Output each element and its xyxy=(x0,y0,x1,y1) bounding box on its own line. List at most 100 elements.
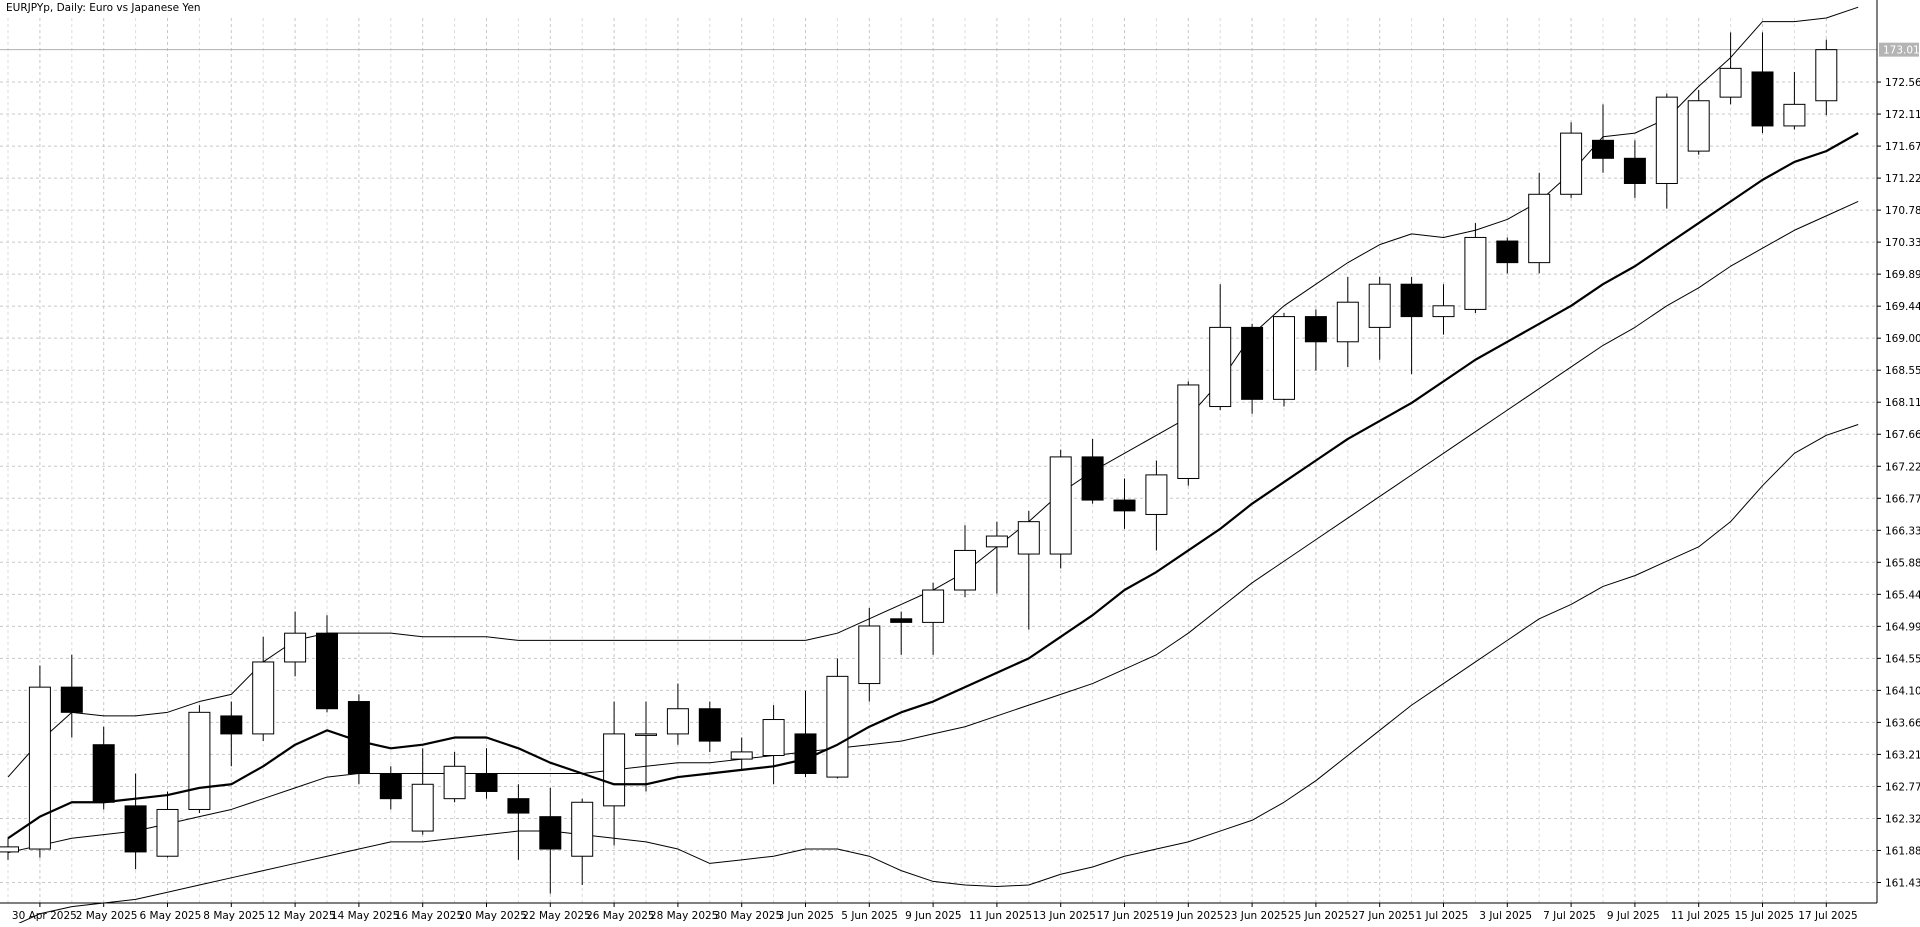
candle-body xyxy=(507,798,530,814)
candle-body xyxy=(1783,103,1806,127)
candle-body xyxy=(1304,316,1327,343)
candle-bearish xyxy=(220,701,243,767)
candle-body xyxy=(220,715,243,735)
candle-bullish xyxy=(826,658,849,779)
candle-bearish xyxy=(1400,277,1423,375)
y-tick-label: 165.885 xyxy=(1885,557,1920,569)
candle-bullish xyxy=(252,636,275,742)
candle-bullish xyxy=(1687,89,1710,155)
x-tick-label: 27 Jun 2025 xyxy=(1352,910,1415,922)
x-tick-label: 17 Jun 2025 xyxy=(1097,910,1160,922)
y-tick-label: 169.445 xyxy=(1885,301,1920,313)
y-tick-label: 169.890 xyxy=(1885,269,1920,281)
candle-body xyxy=(1368,283,1391,328)
candle-bullish xyxy=(411,748,434,835)
candle-bearish xyxy=(1241,323,1264,414)
x-tick-label: 6 May 2025 xyxy=(140,910,202,922)
candle-bullish xyxy=(1815,39,1838,116)
y-tick-label: 162.325 xyxy=(1885,813,1920,825)
y-tick-label: 163.215 xyxy=(1885,749,1920,761)
candle-bullish xyxy=(858,608,881,702)
candle-bullish xyxy=(985,521,1008,594)
candle-bullish xyxy=(1368,277,1391,360)
candle-body xyxy=(603,733,626,807)
y-tick-label: 166.775 xyxy=(1885,493,1920,505)
candle-body xyxy=(1049,456,1072,555)
candle-body xyxy=(1528,193,1551,264)
x-tick-label: 16 May 2025 xyxy=(395,910,463,922)
candle-body xyxy=(1623,157,1646,184)
candle-body xyxy=(666,708,689,735)
x-tick-label: 2 May 2025 xyxy=(76,910,138,922)
candle-body xyxy=(762,719,785,757)
candle-body xyxy=(156,808,179,857)
candle-body xyxy=(1081,456,1104,501)
y-tick-label: 161.435 xyxy=(1885,877,1920,889)
x-tick-label: 25 Jun 2025 xyxy=(1288,910,1351,922)
x-tick-label: 26 May 2025 xyxy=(586,910,654,922)
x-tick-label: 20 May 2025 xyxy=(459,910,527,922)
candle-bullish xyxy=(954,525,976,598)
candle-bearish xyxy=(316,615,338,713)
x-tick-label: 5 Jun 2025 xyxy=(841,910,897,922)
candle-bullish xyxy=(1655,93,1678,209)
candle-bearish xyxy=(794,690,817,778)
ma-slow-line xyxy=(7,201,1859,854)
candle-bearish xyxy=(1623,140,1646,198)
candle-bearish xyxy=(347,694,370,785)
candle-bullish xyxy=(1145,460,1168,551)
candle-bearish xyxy=(124,773,147,870)
candle-bullish xyxy=(603,701,626,846)
candle-bearish xyxy=(379,766,402,810)
candle-body xyxy=(539,816,562,850)
candle-body xyxy=(124,805,147,853)
y-tick-label: 169.000 xyxy=(1885,333,1920,345)
candle-body xyxy=(1400,283,1423,318)
x-tick-label: 30 May 2025 xyxy=(714,910,782,922)
candle-body xyxy=(794,733,817,774)
candle-bearish xyxy=(507,784,530,860)
y-tick-label: 163.660 xyxy=(1885,717,1920,729)
candle-bearish xyxy=(60,654,83,738)
candle-bullish xyxy=(922,582,945,655)
ma-fast-line xyxy=(7,132,1859,840)
candle-body xyxy=(730,751,753,760)
candle-body xyxy=(1113,499,1136,512)
y-tick-label: 161.880 xyxy=(1885,845,1920,857)
candle-bullish xyxy=(156,791,179,858)
candle-bullish xyxy=(1783,71,1806,130)
candle-body xyxy=(252,661,275,735)
candle-bullish xyxy=(730,737,753,770)
candle-body xyxy=(28,686,51,850)
candle-body xyxy=(316,632,338,710)
candle-bearish xyxy=(1081,438,1104,504)
candle-body xyxy=(0,846,19,853)
candle-bearish xyxy=(698,701,721,752)
candle-body xyxy=(188,711,211,810)
x-tick-label: 28 May 2025 xyxy=(650,910,718,922)
candle-body xyxy=(1145,474,1168,515)
candle-body xyxy=(698,708,721,742)
current-price-tag xyxy=(1879,42,1919,57)
candle-body xyxy=(635,733,657,736)
x-tick-label: 17 Jul 2025 xyxy=(1798,910,1857,922)
y-tick-label: 164.550 xyxy=(1885,653,1920,665)
candle-body xyxy=(1017,521,1040,555)
candle-bearish xyxy=(475,748,498,799)
x-tick-label: 30 Apr 2025 xyxy=(12,910,77,922)
candle-body xyxy=(1751,71,1774,127)
x-tick-label: 13 Jun 2025 xyxy=(1033,910,1096,922)
candle-bullish xyxy=(1560,122,1583,198)
candle-body xyxy=(1432,305,1455,318)
candle-body xyxy=(571,801,594,857)
candle-bullish xyxy=(1049,449,1072,569)
x-tick-label: 14 May 2025 xyxy=(331,910,399,922)
y-tick-label: 168.110 xyxy=(1885,397,1920,409)
candle-bearish xyxy=(539,787,562,894)
candle-bullish xyxy=(1528,172,1551,274)
candle-body xyxy=(411,783,434,832)
candle-body xyxy=(1464,236,1487,310)
candle-body xyxy=(1241,326,1264,400)
x-tick-label: 11 Jul 2025 xyxy=(1671,910,1730,922)
